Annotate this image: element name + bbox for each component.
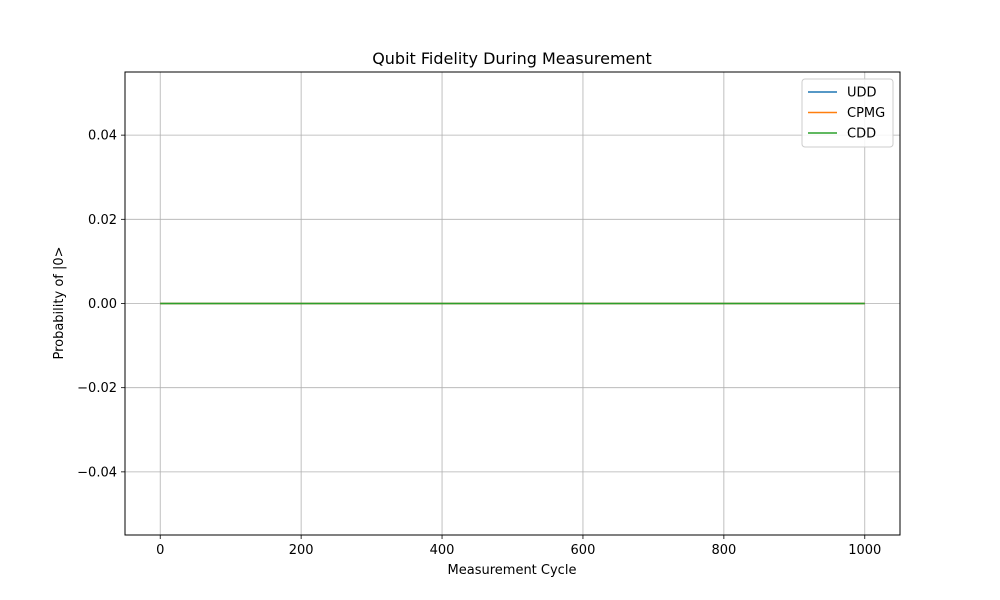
y-tick-label: −0.04 <box>77 465 117 480</box>
y-axis-title: Probability of |0> <box>52 246 67 359</box>
x-axis-title: Measurement Cycle <box>448 563 577 578</box>
x-tick-label: 200 <box>289 543 314 558</box>
chart-title: Qubit Fidelity During Measurement <box>372 49 652 68</box>
y-tick-label: −0.02 <box>77 381 117 396</box>
x-tick-label: 400 <box>430 543 455 558</box>
x-axis-ticks: 0 200 400 600 800 1000 <box>156 535 881 558</box>
legend-label-cdd: CDD <box>847 127 876 142</box>
x-tick-label: 0 <box>156 543 164 558</box>
x-tick-label: 600 <box>571 543 596 558</box>
legend-frame <box>801 78 894 148</box>
x-tick-label: 800 <box>711 543 736 558</box>
y-tick-label: 0.04 <box>88 129 117 144</box>
legend-label-udd: UDD <box>847 86 877 101</box>
x-tick-label: 1000 <box>848 543 881 558</box>
legend-label-cpmg: CPMG <box>847 106 885 121</box>
legend: UDD CPMG CDD <box>801 78 894 148</box>
y-axis-ticks: −0.04 −0.02 0.00 0.02 0.04 <box>77 129 125 480</box>
y-tick-label: 0.02 <box>88 213 117 228</box>
y-tick-label: 0.00 <box>88 297 117 312</box>
